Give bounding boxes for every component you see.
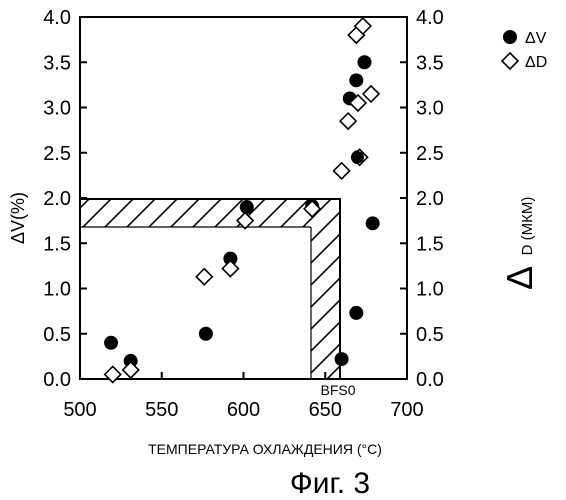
hatch-line bbox=[0, 160, 216, 400]
dv-point bbox=[357, 55, 371, 69]
y-right-tick-label: 4.0 bbox=[416, 7, 444, 29]
y-left-tick-label: 1.5 bbox=[43, 233, 71, 255]
hatch-line bbox=[64, 160, 304, 400]
dv-point bbox=[366, 216, 380, 230]
hatch-line bbox=[196, 160, 436, 400]
figure-caption: Фиг. 3 bbox=[290, 467, 370, 500]
y-right-tick-label: 2.5 bbox=[416, 143, 444, 165]
dv-point bbox=[349, 73, 363, 87]
dv-point bbox=[349, 306, 363, 320]
dd-point bbox=[196, 269, 212, 285]
dv-point bbox=[199, 327, 213, 341]
y-right-tick-label: 0.5 bbox=[416, 324, 444, 346]
y-right-tick-label: 3.0 bbox=[416, 98, 444, 120]
hatch-line bbox=[108, 160, 348, 400]
hatch-line bbox=[262, 160, 502, 400]
hatch-line bbox=[42, 160, 282, 400]
hatch-line bbox=[152, 160, 392, 400]
y-right-tick-label: 2.0 bbox=[416, 188, 444, 210]
hatch-line bbox=[284, 160, 524, 400]
y-left-axis-title: ΔV(%) bbox=[8, 192, 28, 244]
dv-point bbox=[240, 200, 254, 214]
y-left-tick-label: 2.5 bbox=[43, 143, 71, 165]
x-axis-title: ТЕМПЕРАТУРА ОХЛАЖДЕНИЯ (°C) bbox=[148, 441, 382, 457]
dd-point bbox=[363, 86, 379, 102]
dv-point bbox=[335, 352, 349, 366]
y-right-tick-label: 1.5 bbox=[416, 233, 444, 255]
y-right-axis-title: Δ D (МКМ) bbox=[499, 197, 540, 290]
dd-point bbox=[105, 366, 121, 382]
y-right-axis-subscript: D (МКМ) bbox=[519, 197, 536, 256]
y-right-axis-symbol: Δ bbox=[499, 266, 540, 290]
hatch-line bbox=[240, 160, 480, 400]
legend-label-dv: ΔV bbox=[525, 30, 547, 47]
y-right-tick-label: 3.5 bbox=[416, 52, 444, 74]
legend-marker-dv bbox=[503, 30, 517, 44]
dv-point-overlay bbox=[352, 151, 364, 163]
x-tick-label: 600 bbox=[227, 399, 260, 421]
y-left-tick-label: 1.0 bbox=[43, 279, 71, 301]
legend-marker-dd bbox=[502, 53, 518, 69]
bfs0-annotation: BFS0 bbox=[320, 382, 355, 398]
hatch-line bbox=[130, 160, 370, 400]
hatch-line bbox=[548, 160, 566, 400]
x-tick-label: 550 bbox=[145, 399, 178, 421]
legend: ΔV ΔD bbox=[502, 30, 547, 71]
y-left-tick-label: 3.0 bbox=[43, 98, 71, 120]
y-right-tick-label: 0.0 bbox=[416, 369, 444, 391]
x-tick-label: 700 bbox=[390, 399, 423, 421]
dd-point bbox=[237, 213, 253, 229]
y-left-tick-label: 0.5 bbox=[43, 324, 71, 346]
y-left-tick-labels: 0.0 0.5 1.0 1.5 2.0 2.5 3.0 3.5 4.0 bbox=[43, 7, 71, 391]
y-left-tick-label: 2.0 bbox=[43, 188, 71, 210]
y-left-tick-label: 0.0 bbox=[43, 369, 71, 391]
hatched-region bbox=[0, 160, 566, 400]
y-left-tick-label: 3.5 bbox=[43, 52, 71, 74]
dv-point bbox=[104, 336, 118, 350]
y-right-tick-labels: 0.0 0.5 1.0 1.5 2.0 2.5 3.0 3.5 4.0 bbox=[416, 7, 444, 391]
x-tick-label: 500 bbox=[63, 399, 96, 421]
dd-point bbox=[222, 261, 238, 277]
x-tick-labels: 500 550 600 650 700 bbox=[63, 399, 423, 421]
dd-point bbox=[334, 163, 350, 179]
x-tick-label: 650 bbox=[309, 399, 342, 421]
legend-label-dd: ΔD bbox=[525, 54, 547, 71]
hatch-line bbox=[0, 160, 194, 400]
y-left-tick-label: 4.0 bbox=[43, 7, 71, 29]
dd-point bbox=[340, 113, 356, 129]
y-right-tick-label: 1.0 bbox=[416, 279, 444, 301]
